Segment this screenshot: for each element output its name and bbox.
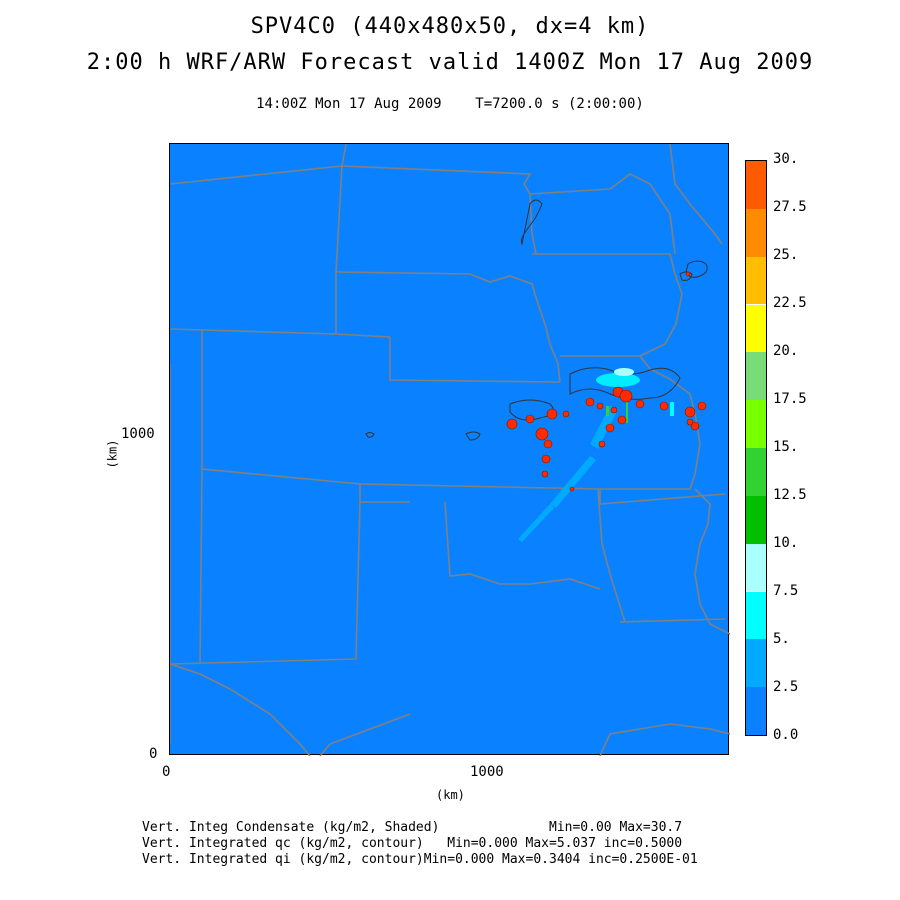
x-tick-1000: 1000 [470, 764, 504, 780]
x-axis-unit: (km) [436, 788, 465, 802]
plot-title-line1: SPV4C0 (440x480x50, dx=4 km) [250, 14, 650, 39]
colorbar-segment [746, 591, 766, 640]
colorbar-segment [746, 448, 766, 496]
colorbar-segment [746, 400, 766, 448]
y-tick-1000: 1000 [121, 426, 155, 442]
x-tick-0: 0 [162, 764, 171, 780]
forecast-map [169, 143, 730, 756]
colorbar-label: 2.5 [773, 679, 799, 695]
footer-line2-stats: Min=0.000 Max=5.037 inc=0.5000 [447, 836, 683, 851]
condensate-shading [518, 368, 674, 542]
colorbar-label: 7.5 [773, 583, 799, 599]
colorbar-label: 17.5 [773, 391, 807, 407]
colorbar-label: 10. [773, 535, 799, 551]
colorbar-label: 30. [773, 151, 799, 167]
valid-time-label: 14:00Z Mon 17 Aug 2009 T=7200.0 s (2:00:… [256, 96, 644, 112]
colorbar-label: 22.5 [773, 295, 807, 311]
y-tick-0: 0 [149, 746, 158, 762]
colorbar-label: 15. [773, 439, 799, 455]
colorbar-segment [746, 208, 766, 257]
footer-line1: Vert. Integ Condensate (kg/m2, Shaded) [142, 820, 440, 835]
map-overlay [170, 144, 730, 756]
plot-title-line2: 2:00 h WRF/ARW Forecast valid 1400Z Mon … [86, 50, 814, 75]
colorbar-label: 20. [773, 343, 799, 359]
colorbar-segment [746, 352, 766, 401]
footer-line2: Vert. Integrated qc (kg/m2, contour) [142, 836, 424, 851]
y-axis-unit: (km) [105, 439, 120, 469]
footer-line3-stats: Min=0.000 Max=0.3404 inc=0.2500E-01 [423, 852, 698, 867]
colorbar-segment [746, 687, 766, 735]
state-boundaries [170, 144, 730, 756]
colorbar-segment [746, 161, 766, 209]
colorbar-segment [746, 495, 766, 544]
footer-line1-stats: Min=0.00 Max=30.7 [549, 820, 683, 835]
footer-line3: Vert. Integrated qi (kg/m2, contour) [142, 852, 424, 867]
colorbar-segment [746, 543, 766, 592]
colorbar-segment [746, 304, 766, 353]
condensate-contours [365, 199, 708, 441]
colorbar [745, 160, 767, 736]
colorbar-label: 27.5 [773, 199, 807, 215]
colorbar-segment [746, 256, 766, 305]
colorbar-segment [746, 639, 766, 688]
colorbar-label: 0.0 [773, 727, 799, 743]
footer-legend: Vert. Integ Condensate (kg/m2, Shaded) M… [142, 820, 698, 868]
colorbar-label: 12.5 [773, 487, 807, 503]
colorbar-label: 5. [773, 631, 790, 647]
colorbar-label: 25. [773, 247, 799, 263]
intense-cells [506, 271, 707, 492]
